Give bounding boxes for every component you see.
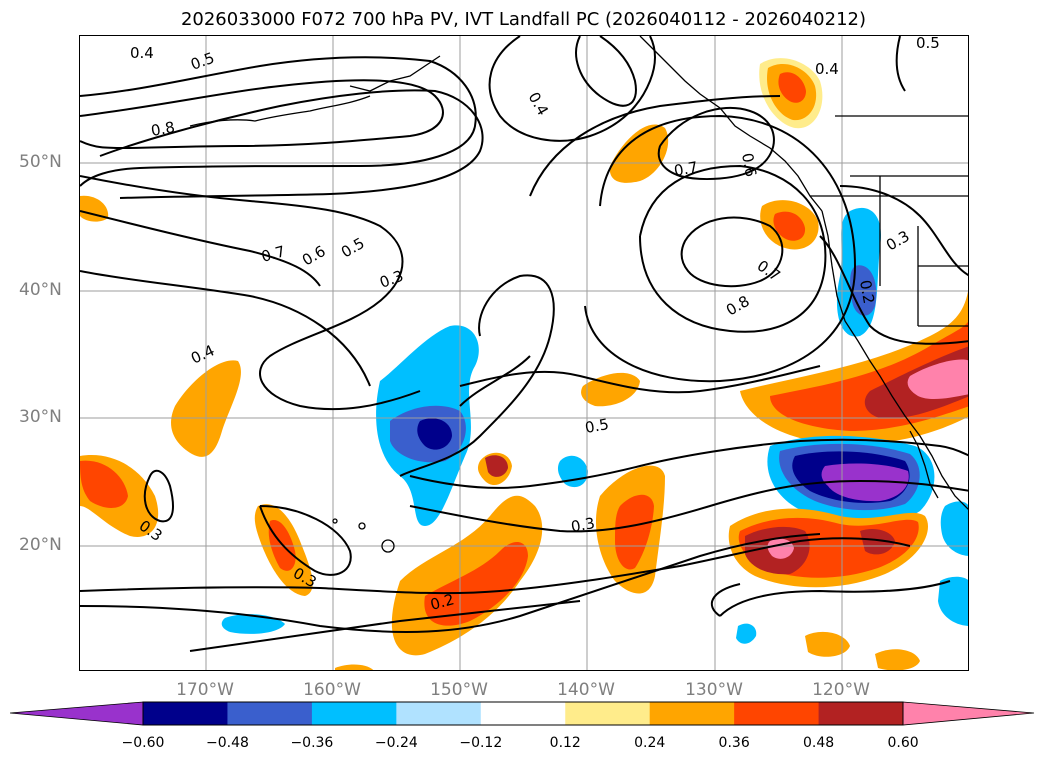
colorbar-extend-low <box>10 701 144 726</box>
colorbar-cell <box>480 702 566 725</box>
colorbar-tick-label: −0.48 <box>205 735 249 751</box>
colorbar-cell <box>734 702 820 725</box>
patch-crimson <box>485 455 508 477</box>
colorbar-cell <box>396 702 482 725</box>
colorbar-tick-label: −0.60 <box>121 735 165 751</box>
map-canvas: 0.4 0.5 0.8 0.4 0.5 0.4 0.7 0.6 0.7 0.6 … <box>80 36 968 670</box>
shaded-anomalies <box>80 58 968 670</box>
lat-label-40n: 40°N <box>19 280 62 300</box>
colorbar-cell <box>311 702 397 725</box>
patch-red <box>773 211 806 241</box>
patch-red <box>80 460 128 508</box>
colorbar-tick-label: 0.36 <box>718 735 750 751</box>
contour-label: 0.5 <box>188 49 217 74</box>
contour-label: 0.7 <box>259 242 287 266</box>
lon-label-150w: 150°W <box>430 680 488 700</box>
contour-label: 0.4 <box>815 60 839 78</box>
contour-label: 0.2 <box>428 590 456 614</box>
patch-red <box>424 541 528 626</box>
patch-orange <box>805 631 850 657</box>
lon-label-130w: 130°W <box>685 680 743 700</box>
patch-orange <box>80 195 109 222</box>
lon-label-170w: 170°W <box>176 680 234 700</box>
contour-label: 0.7 <box>673 158 700 180</box>
colorbar-tick-label: 0.60 <box>887 735 919 751</box>
patch-blue-light <box>736 623 757 644</box>
colorbar-tick-label: 0.12 <box>549 735 581 751</box>
patch-blue-light <box>938 576 968 626</box>
lon-label-120w: 120°W <box>812 680 870 700</box>
contour-label: 0.5 <box>338 234 368 262</box>
colorbar-tick-label: 0.24 <box>634 735 666 751</box>
colorbar-cell <box>565 702 651 725</box>
contour-label: 0.8 <box>150 118 177 140</box>
contour-label: 0.3 <box>883 227 913 255</box>
patch-blue-light <box>221 614 285 634</box>
colorbar-cell <box>143 702 228 725</box>
colorbar-cells <box>143 702 904 725</box>
map-panel: 0.4 0.5 0.8 0.4 0.5 0.4 0.7 0.6 0.7 0.6 … <box>79 35 969 671</box>
colorbar-tick-label: −0.36 <box>290 735 334 751</box>
contour-label: 0.4 <box>130 44 154 62</box>
colorbar-cell <box>227 702 313 725</box>
contour-label: 0.8 <box>723 292 753 320</box>
patch-red <box>778 72 806 103</box>
contour-label: 0.6 <box>738 152 760 179</box>
colorbar-cell <box>649 702 735 725</box>
lon-label-140w: 140°W <box>557 680 615 700</box>
contour-label: 0.2 <box>856 279 878 306</box>
map-title: 2026033000 F072 700 hPa PV, IVT Landfall… <box>180 9 867 30</box>
colorbar <box>10 701 1035 726</box>
contour-label: 0.6 <box>299 242 329 270</box>
pv-contours <box>80 36 968 652</box>
contour-label: 0.3 <box>570 514 597 536</box>
colorbar-tick-label: 0.48 <box>803 735 835 751</box>
contour-label: 0.4 <box>525 89 553 119</box>
patch-navy <box>417 418 452 450</box>
colorbar-tick-label: −0.24 <box>374 735 418 751</box>
lon-label-160w: 160°W <box>303 680 361 700</box>
patch-purple <box>821 463 909 502</box>
contour-label: 0.4 <box>188 341 217 367</box>
patch-crimson <box>860 529 895 555</box>
lat-label-50n: 50°N <box>19 152 62 172</box>
patch-orange <box>609 124 669 183</box>
colorbar-extend-high <box>902 701 1035 726</box>
patch-red <box>615 494 654 570</box>
patch-blue-light <box>940 501 968 556</box>
colorbar-tick-label: −0.12 <box>459 735 503 751</box>
patch-orange <box>875 649 920 670</box>
lat-label-30n: 30°N <box>19 407 62 427</box>
patch-orange <box>335 664 374 670</box>
colorbar-cell <box>818 702 904 725</box>
contour-label: 0.5 <box>584 415 611 437</box>
patch-pink <box>907 359 968 400</box>
contour-label: 0.5 <box>916 36 940 52</box>
patch-orange <box>581 372 640 407</box>
lat-label-20n: 20°N <box>19 535 62 555</box>
